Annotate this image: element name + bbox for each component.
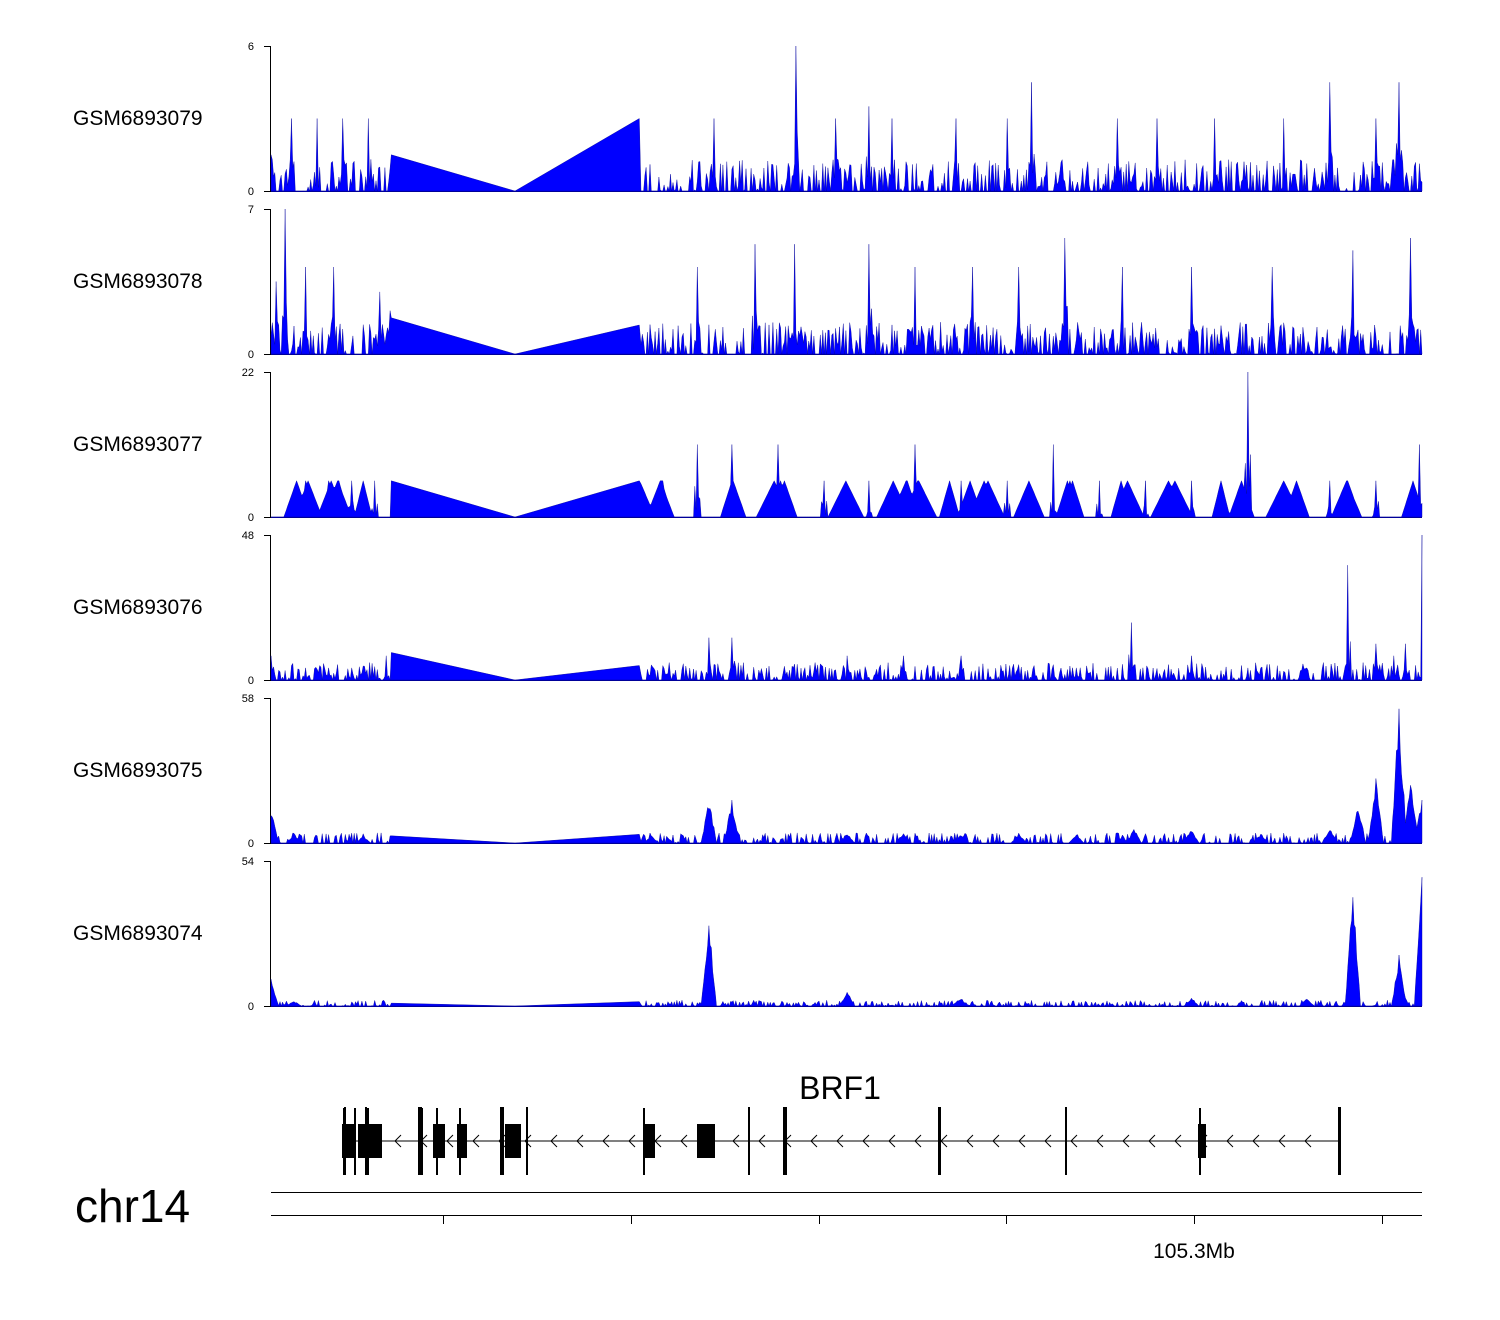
- gene-exon: [505, 1124, 521, 1158]
- y-axis-min-label: 0: [248, 675, 254, 687]
- coverage-area: [270, 45, 1423, 192]
- gene-exon-thin: [1338, 1107, 1341, 1175]
- strand-arrow: [628, 1134, 636, 1148]
- track-GSM6893074: GSM6893074 54 0: [73, 856, 1423, 1013]
- strand-arrow: [1070, 1134, 1078, 1148]
- gene-exon-thin: [365, 1107, 367, 1175]
- y-axis-min-label: 0: [248, 186, 254, 198]
- strand-arrow: [914, 1134, 922, 1148]
- gene-exon: [1198, 1124, 1206, 1158]
- track-label: GSM6893078: [73, 270, 203, 293]
- strand-arrow: [1148, 1134, 1156, 1148]
- strand-arrow: [862, 1134, 870, 1148]
- strand-arrow: [446, 1134, 454, 1148]
- track-label: GSM6893079: [73, 107, 203, 130]
- coverage-area: [270, 708, 1423, 844]
- y-axis-min-label: 0: [248, 1001, 254, 1013]
- strand-arrow: [1122, 1134, 1130, 1148]
- strand-arrow: [1226, 1134, 1234, 1148]
- y-axis-max-label: 7: [248, 204, 254, 216]
- strand-arrow: [576, 1134, 584, 1148]
- gene-exon: [697, 1124, 715, 1158]
- track-label: GSM6893077: [73, 433, 203, 456]
- strand-arrow: [810, 1134, 818, 1148]
- track-label: GSM6893075: [73, 759, 203, 782]
- strand-arrow: [394, 1134, 402, 1148]
- y-axis-max-label: 48: [242, 530, 254, 542]
- track-GSM6893075: GSM6893075 58 0: [73, 693, 1423, 850]
- coverage-area: [270, 534, 1423, 681]
- strand-arrow: [1096, 1134, 1104, 1148]
- strand-arrow: [836, 1134, 844, 1148]
- gene-exon-thin: [1065, 1107, 1067, 1175]
- strand-arrow: [992, 1134, 1000, 1148]
- track-GSM6893077: GSM6893077 22 0: [73, 367, 1423, 524]
- gene-exon-thin: [418, 1107, 422, 1175]
- gene-exon-thin: [526, 1107, 528, 1175]
- chromosome-label: chr14: [75, 1180, 190, 1232]
- strand-arrow: [758, 1134, 766, 1148]
- gene-name-label: BRF1: [799, 1070, 881, 1106]
- genome-axis-track: chr14 105.3Mb: [75, 1180, 1422, 1263]
- strand-arrow: [680, 1134, 688, 1148]
- track-GSM6893076: GSM6893076 48 0: [73, 530, 1423, 687]
- gene-model-track: BRF1: [342, 1070, 1341, 1175]
- strand-arrow: [1018, 1134, 1026, 1148]
- strand-arrow: [1044, 1134, 1052, 1148]
- axis-tick-label: 105.3Mb: [1153, 1240, 1235, 1263]
- y-axis-min-label: 0: [248, 838, 254, 850]
- strand-arrow: [966, 1134, 974, 1148]
- gene-exon: [457, 1124, 467, 1158]
- gene-exon-thin: [748, 1107, 750, 1175]
- y-axis-min-label: 0: [248, 512, 254, 524]
- y-axis-max-label: 54: [242, 856, 254, 868]
- strand-arrow: [602, 1134, 610, 1148]
- track-GSM6893078: GSM6893078 7 0: [73, 204, 1423, 361]
- strand-arrow: [888, 1134, 896, 1148]
- y-axis-max-label: 58: [242, 693, 254, 705]
- gene-exon: [433, 1124, 445, 1158]
- coverage-tracks: GSM689307960GSM689307870GSM6893077220GSM…: [73, 41, 1423, 1013]
- y-axis-max-label: 6: [248, 41, 254, 53]
- coverage-area: [270, 877, 1423, 1007]
- gene-exon: [643, 1124, 655, 1158]
- strand-arrow: [732, 1134, 740, 1148]
- strand-arrow: [472, 1134, 480, 1148]
- coverage-area: [270, 208, 1423, 355]
- y-axis-max-label: 22: [242, 367, 254, 379]
- gene-exon-thin: [938, 1107, 941, 1175]
- strand-arrow: [550, 1134, 558, 1148]
- track-label: GSM6893074: [73, 922, 203, 945]
- strand-arrow: [1252, 1134, 1260, 1148]
- strand-arrow: [1278, 1134, 1286, 1148]
- y-axis-min-label: 0: [248, 349, 254, 361]
- strand-arrow: [1304, 1134, 1312, 1148]
- track-GSM6893079: GSM6893079 6 0: [73, 41, 1423, 198]
- strand-arrow: [1174, 1134, 1182, 1148]
- gene-exon: [358, 1124, 382, 1158]
- strand-arrow: [524, 1134, 532, 1148]
- coverage-area: [271, 371, 1423, 518]
- track-label: GSM6893076: [73, 596, 203, 619]
